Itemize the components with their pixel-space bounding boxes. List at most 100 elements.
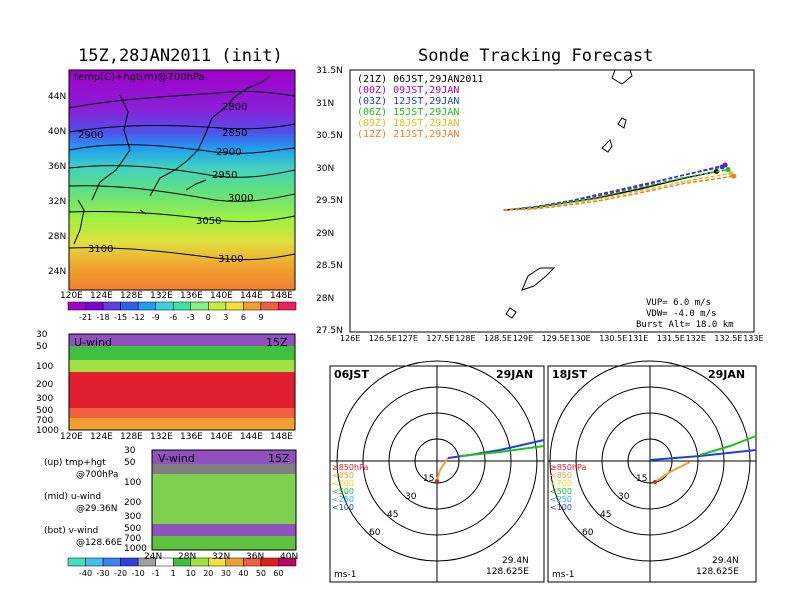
colorbar-top-swatch <box>67 301 86 311</box>
vwind-time: 15Z <box>268 452 290 465</box>
uwind-time: 15Z <box>266 336 288 349</box>
hodo-level-label: ≥850hPa <box>550 463 587 472</box>
track-lon-tick: 131E <box>628 334 649 343</box>
vwind-x-tick: 24N <box>144 552 163 562</box>
hodo-ring-label: 60 <box>369 528 381 538</box>
colorbar-top-swatch <box>260 301 279 311</box>
contour-label: 3100 <box>218 254 244 265</box>
hodo1-lon: 128.625E <box>486 567 529 577</box>
map-lon-tick: 132E <box>150 291 173 301</box>
contour-label: 2900 <box>216 147 242 158</box>
colorbar-top-swatch <box>190 301 209 311</box>
legend-bot: (bot) v-wind <box>44 526 99 536</box>
hodo2-lon: 128.625E <box>696 567 739 577</box>
burst-label: Burst Alt= 18.0 km <box>636 320 734 330</box>
map-lon-tick: 120E <box>60 291 83 301</box>
uwind-y-tick: 50 <box>36 342 48 352</box>
track-legend-time: 12JST,29JAN <box>393 96 460 107</box>
colorbar-bottom-label: 20 <box>203 569 213 578</box>
vwind-y-tick: 500 <box>124 524 142 534</box>
map-lat-tick: 28N <box>48 232 67 242</box>
colorbar-top-label: -21 <box>79 313 92 322</box>
hodo-ring-label: 30 <box>618 492 630 502</box>
uwind-y-tick: 700 <box>36 416 54 426</box>
vwind-y-tick: 700 <box>124 534 142 544</box>
colorbar-bottom-label: -10 <box>132 569 145 578</box>
map-lon-tick: 136E <box>180 291 203 301</box>
track-lat-tick: 30N <box>316 163 335 174</box>
hodo-level-label: <700 <box>332 479 354 488</box>
track-lon-tick: 129E <box>512 334 534 343</box>
hodo-level-label: <500 <box>550 487 572 496</box>
hodo-level-label: ≥850hPa <box>332 463 369 472</box>
track-legend-code: (00Z) <box>357 85 388 96</box>
colorbar-top-swatch <box>172 301 192 311</box>
uwind-x-tick: 140E <box>210 432 233 442</box>
map-lat-tick: 44N <box>48 92 67 102</box>
vwind-x-tick: 36N <box>246 552 265 562</box>
vup-label: VUP= 6.0 m/s <box>646 298 712 308</box>
colorbar-bottom-swatch <box>120 557 139 567</box>
track-legend-code: (09Z) <box>357 118 388 129</box>
uwind-x-tick: 136E <box>180 432 203 442</box>
track-lon-tick: 126E <box>340 334 361 343</box>
hodograph-06jst <box>329 360 545 583</box>
vdw-label: VDW= -4.0 m/s <box>646 309 717 319</box>
vwind-y-tick: 50 <box>124 458 136 468</box>
track-map <box>349 69 755 333</box>
contour-label: 2850 <box>222 128 248 139</box>
colorbar-top-swatch <box>225 301 244 311</box>
track-lat-tick: 29.5N <box>316 196 343 206</box>
uwind-x-tick: 144E <box>240 432 263 442</box>
vwind-label: V-wind <box>158 452 195 465</box>
map-lat-tick: 32N <box>48 197 67 207</box>
legend-bot2: @128.66E <box>76 538 123 548</box>
map-lon-tick: 124E <box>90 291 113 301</box>
map-lat-tick: 36N <box>48 162 67 172</box>
colorbar-top-label: -9 <box>152 313 160 322</box>
hodo2-unit: ms-1 <box>552 570 575 580</box>
map-label: temp(C)+hgt(m)@700hPa <box>74 72 205 83</box>
colorbar-top-label: -12 <box>132 313 145 322</box>
map-lon-tick: 148E <box>270 291 293 301</box>
track-legend-item: (09Z) 18JST,29JAN <box>357 118 459 129</box>
track-legend-item: (21Z) 06JST,29JAN2011 <box>357 74 483 85</box>
track-legend-item: (03Z) 12JST,29JAN <box>357 96 459 107</box>
contour-label: 2900 <box>78 130 104 141</box>
colorbar-top-swatch <box>208 301 227 311</box>
track-legend-time: 18JST,29JAN <box>393 118 460 129</box>
uwind-y-tick: 1000 <box>36 426 59 436</box>
map-lon-tick: 144E <box>240 291 263 301</box>
colorbar-top-label: 9 <box>258 313 263 322</box>
colorbar-top: -21 -18 -15 -12 -9 -6 -3 0 3 6 9 <box>67 301 297 322</box>
contour-label: 2950 <box>212 170 238 181</box>
hodograph-18jst <box>547 360 757 583</box>
colorbar-top-swatch <box>137 301 156 311</box>
hodo-level-label: <500 <box>332 487 354 496</box>
track-legend-time: 15JST,29JAN <box>393 107 460 118</box>
track-lon-tick: 126.5E <box>368 334 397 343</box>
right-title: Sonde Tracking Forecast <box>418 46 654 66</box>
uwind-y-tick: 100 <box>36 362 54 372</box>
track-legend-time: 06JST,29JAN2011 <box>393 74 484 85</box>
map-lat-tick: 24N <box>48 267 67 277</box>
vwind-y-tick: 30 <box>124 446 136 456</box>
track-lat-tick: 28.5N <box>316 261 343 271</box>
colorbar-top-label: 0 <box>206 313 211 322</box>
contour-label: 3050 <box>196 216 222 227</box>
vwind-x-tick: 28N <box>178 552 197 562</box>
hodo1-unit: ms-1 <box>334 570 357 580</box>
contour-label: 2800 <box>222 102 248 113</box>
vwind-panel <box>151 449 297 551</box>
colorbar-bottom-swatch <box>85 557 104 567</box>
colorbar-top-swatch <box>120 301 139 311</box>
track-legend-item: (12Z) 21JST,29JAN <box>357 129 459 140</box>
hodo-level-label: <250 <box>332 495 354 504</box>
track-legend-item: (06Z) 15JST,29JAN <box>357 107 459 118</box>
track-legend-item: (00Z) 09JST,29JAN <box>357 85 459 96</box>
vwind-x-tick: 40N <box>280 552 299 562</box>
vwind-y-tick: 200 <box>124 498 142 508</box>
hodo2-date: 29JAN <box>708 368 746 381</box>
colorbar-top-swatch <box>102 301 121 311</box>
